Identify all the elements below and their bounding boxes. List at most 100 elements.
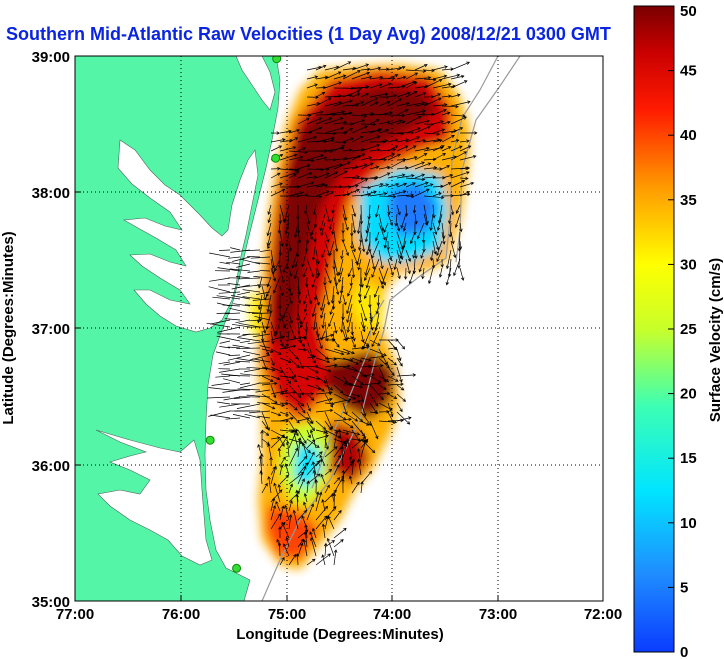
velocity-arrow	[270, 504, 276, 521]
colorbar-tick-label: 40	[680, 127, 697, 144]
velocity-arrow	[207, 396, 231, 399]
velocity-arrow	[296, 240, 300, 258]
velocity-arrow	[279, 464, 284, 476]
velocity-arrow	[445, 267, 452, 286]
velocity-arrow	[423, 213, 429, 226]
velocity-arrow	[342, 175, 361, 179]
velocity-arrow	[238, 277, 261, 280]
velocity-arrow	[228, 354, 241, 356]
velocity-arrow	[306, 355, 317, 359]
velocity-arrow	[219, 346, 231, 349]
velocity-arrow	[310, 222, 317, 236]
velocity-arrow	[288, 553, 297, 566]
velocity-arrow	[261, 393, 278, 404]
velocity-arrow	[283, 204, 290, 223]
velocity-arrow	[297, 339, 306, 347]
velocity-arrow	[387, 153, 401, 161]
velocity-arrow	[312, 469, 317, 485]
velocity-arrow	[360, 339, 370, 347]
velocity-arrow	[333, 417, 352, 422]
velocity-arrow	[297, 117, 310, 125]
velocity-arrow	[270, 172, 281, 179]
velocity-arrow	[441, 94, 452, 98]
velocity-arrow	[378, 165, 391, 170]
velocity-arrow	[324, 384, 334, 391]
velocity-arrow	[324, 126, 345, 134]
velocity-arrow	[270, 249, 276, 269]
velocity-arrow	[346, 303, 353, 324]
velocity-arrow	[330, 285, 335, 304]
velocity-arrow	[378, 172, 391, 179]
colorbar-tick-label: 0	[680, 644, 688, 659]
colorbar-tick-label: 20	[680, 386, 697, 403]
velocity-arrow	[378, 276, 384, 289]
velocity-arrow	[369, 192, 388, 197]
velocity-arrow	[301, 442, 308, 458]
velocity-arrow	[387, 113, 406, 118]
velocity-arrow	[324, 338, 336, 342]
velocity-arrow	[247, 340, 271, 345]
velocity-arrow	[324, 484, 330, 494]
velocity-arrow	[351, 71, 371, 80]
velocity-arrow	[297, 312, 303, 325]
velocity-arrow	[227, 283, 241, 286]
velocity-arrow	[232, 414, 251, 419]
velocity-arrow	[244, 368, 261, 373]
velocity-arrow	[324, 348, 345, 356]
velocity-arrow	[441, 174, 454, 179]
velocity-arrow	[414, 119, 431, 125]
velocity-arrow	[288, 357, 300, 369]
velocity-arrow	[351, 114, 368, 118]
velocity-arrow	[324, 117, 344, 125]
velocity-arrow	[315, 97, 332, 107]
velocity-arrow	[351, 204, 357, 218]
velocity-arrow	[230, 247, 241, 251]
velocity-arrow	[458, 240, 463, 250]
velocity-arrow	[333, 440, 347, 458]
velocity-arrow	[414, 125, 431, 134]
velocity-arrow	[270, 419, 290, 423]
velocity-arrow	[270, 330, 275, 345]
velocity-arrow	[217, 326, 241, 333]
velocity-arrow	[432, 128, 446, 134]
velocity-arrow	[360, 122, 377, 127]
velocity-arrow	[270, 411, 282, 417]
velocity-arrow	[360, 67, 371, 72]
velocity-arrow	[228, 375, 251, 377]
velocity-arrow	[405, 69, 427, 73]
velocity-arrow	[219, 249, 231, 251]
velocity-arrow	[356, 213, 362, 235]
velocity-arrow	[240, 382, 261, 389]
velocity-arrow	[423, 183, 434, 188]
velocity-arrow	[432, 82, 452, 89]
velocity-arrow	[342, 188, 360, 197]
x-tick-label: 73:00	[479, 606, 517, 623]
velocity-arrow	[342, 89, 361, 98]
velocity-arrow	[438, 267, 443, 278]
y-tick-label: 35:00	[32, 594, 70, 611]
velocity-arrow	[396, 357, 403, 367]
velocity-arrow	[284, 463, 290, 476]
velocity-arrow	[333, 364, 351, 368]
velocity-arrow	[455, 204, 461, 214]
velocity-arrow	[324, 363, 338, 368]
velocity-arrow	[333, 145, 345, 152]
velocity-arrow	[328, 240, 335, 257]
velocity-arrow	[423, 195, 445, 200]
velocity-arrow	[277, 222, 282, 234]
velocity-arrow	[423, 166, 438, 170]
velocity-arrow	[206, 322, 231, 328]
velocity-arrow	[272, 276, 281, 294]
velocity-arrow	[233, 303, 251, 307]
velocity-arrow	[260, 453, 264, 467]
velocity-arrow	[371, 330, 380, 348]
velocity-arrow	[270, 513, 281, 530]
velocity-arrow	[364, 222, 371, 243]
velocity-arrow	[306, 75, 319, 80]
velocity-arrow	[347, 285, 353, 297]
velocity-arrow	[315, 375, 327, 384]
velocity-arrow	[237, 284, 261, 288]
velocity-arrow	[291, 249, 299, 269]
velocity-arrow	[315, 92, 326, 98]
velocity-arrow	[267, 475, 272, 494]
